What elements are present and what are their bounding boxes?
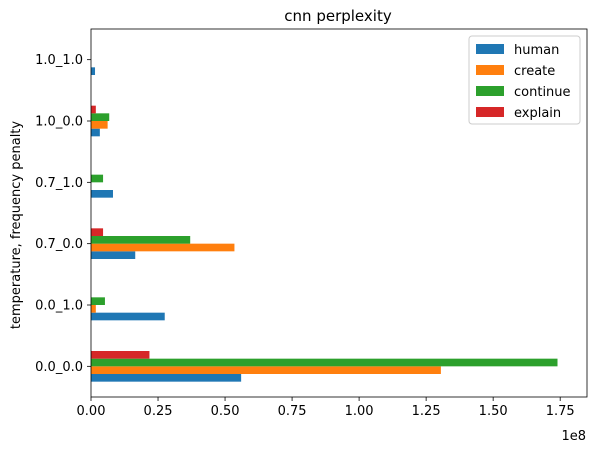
bar-explain-1.0_0.0: [91, 105, 96, 114]
x-tick-label: 0.25: [144, 404, 173, 419]
legend-swatch-human: [476, 44, 504, 54]
y-tick-label: 0.0_1.0: [35, 299, 83, 314]
plot-frame: [90, 28, 588, 398]
y-ticks-group: 0.0_0.0 0.0_1.0 0.7_0.0 0.7_1.0 1.0_0.0 1.0_1…: [35, 53, 91, 375]
x-tick-label: 1.50: [479, 404, 508, 419]
legend-swatch-create: [476, 65, 504, 75]
legend-label-create: create: [514, 64, 555, 79]
x-tick-label: 0.00: [77, 404, 106, 419]
bar-explain-0.0_0.0: [91, 351, 150, 359]
x-tick-label: 1.75: [546, 404, 575, 419]
x-tick-label: 1.00: [345, 404, 374, 419]
y-tick-label: 0.0_0.0: [35, 360, 83, 375]
y-tick-label: 1.0_0.0: [35, 115, 83, 130]
bar-explain-0.7_0.0: [91, 228, 104, 236]
x-ticks-group: 0.00 0.25 0.50 0.75 1.00 1.25 1.50 1.75: [77, 397, 575, 419]
bar-create-0.0_0.0: [91, 366, 441, 374]
x-tick-label: 1.25: [412, 404, 441, 419]
bar-continue-0.0_0.0: [91, 358, 558, 367]
legend-box: [468, 35, 581, 125]
y-tick-label: 0.7_0.0: [35, 237, 83, 252]
bar-continue-1.0_0.0: [91, 113, 110, 121]
legend-swatch-continue: [476, 86, 504, 96]
x-axis-scale-label: 1e8: [561, 429, 586, 444]
bar-human-1.0_1.0: [91, 67, 96, 75]
bar-human-0.0_0.0: [91, 374, 242, 382]
bar-human-0.7_1.0: [91, 190, 113, 198]
bar-create-0.0_1.0: [91, 305, 96, 313]
bars-group: [91, 67, 558, 382]
x-tick-label: 0.50: [211, 404, 240, 419]
bar-create-1.0_0.0: [91, 121, 108, 129]
bar-continue-0.7_0.0: [91, 236, 191, 244]
legend-swatch-explain: [476, 107, 504, 117]
chart-title: cnn perplexity: [284, 7, 392, 25]
legend-label-explain: explain: [514, 106, 561, 121]
y-tick-label: 0.7_1.0: [35, 176, 83, 191]
y-axis-label: temperature, frequency penalty: [9, 121, 24, 329]
legend-label-continue: continue: [514, 85, 571, 100]
bar-human-0.7_0.0: [91, 251, 136, 259]
bar-human-0.0_1.0: [91, 312, 165, 321]
x-tick-label: 0.75: [278, 404, 307, 419]
y-tick-label: 1.0_1.0: [35, 53, 83, 68]
bar-human-1.0_0.0: [91, 128, 100, 137]
bar-create-0.7_0.0: [91, 243, 235, 252]
bar-continue-0.7_1.0: [91, 174, 104, 183]
legend-label-human: human: [514, 43, 559, 58]
bar-continue-0.0_1.0: [91, 297, 105, 305]
legend: human create continue explain: [468, 35, 581, 125]
